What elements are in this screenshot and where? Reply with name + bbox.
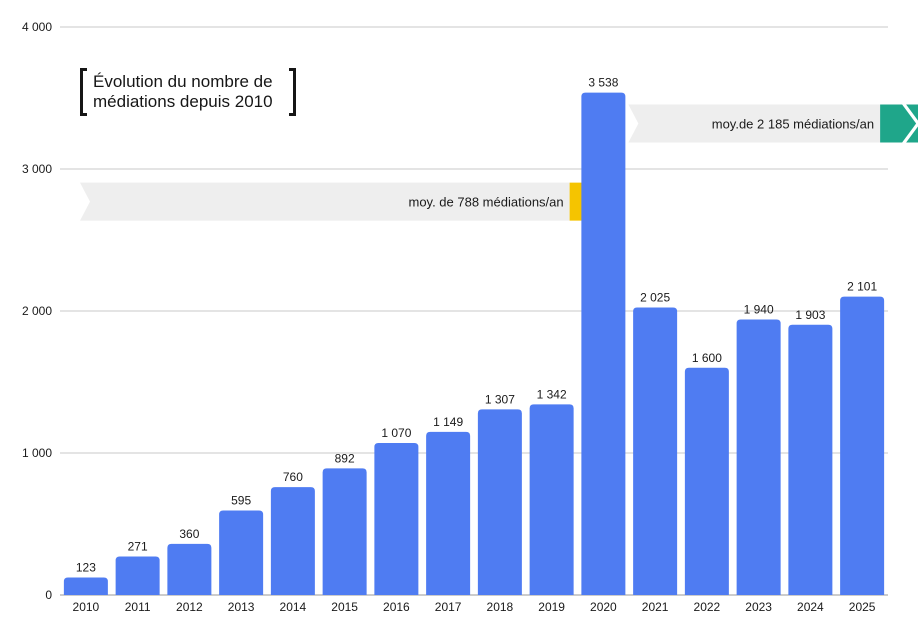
value-labels: 123 271 360 595 760 892 1 070 1 149 1 307 1 342 3 … [76,76,878,575]
x-tick-label: 2012 [176,600,203,614]
y-axis-tick-labels: 0 1 000 2 000 3 000 4 000 [22,20,52,602]
value-label: 892 [335,451,355,465]
value-label: 1 342 [537,387,567,401]
chart-title: Évolution du nombre de médiations depuis… [80,68,296,118]
average-arrow-chevron [906,104,918,143]
average-band [628,104,881,143]
bar [581,92,626,595]
chart-title-text: Évolution du nombre de médiations depuis… [93,72,273,112]
average-band [80,182,570,221]
y-tick-label: 2 000 [22,304,52,318]
bar [840,296,885,595]
average-label: moy.de 2 185 médiations/an [712,117,874,132]
title-left-bracket [80,68,87,116]
x-tick-label: 2023 [745,600,772,614]
x-tick-label: 2024 [797,600,824,614]
bar [426,431,471,595]
average-arrow-chevron [880,104,917,143]
x-tick-label: 2010 [73,600,100,614]
average-annotations: moy. de 788 médiations/an moy.de 2 185 mé… [80,104,918,221]
bar [374,443,419,595]
bar [270,487,315,595]
y-tick-label: 0 [45,588,52,602]
value-label: 271 [128,540,148,554]
average-label: moy. de 788 médiations/an [408,195,563,210]
value-label: 360 [179,527,199,541]
x-tick-label: 2025 [849,600,876,614]
x-tick-label: 2020 [590,600,617,614]
chart-title-line-2: médiations depuis 2010 [93,92,273,111]
x-tick-label: 2014 [280,600,307,614]
x-tick-label: 2021 [642,600,669,614]
x-tick-label: 2022 [694,600,721,614]
bar [736,319,781,595]
value-label: 595 [231,494,251,508]
value-label: 3 538 [588,76,618,90]
value-label: 1 307 [485,392,515,406]
bar [115,556,160,595]
value-label: 1 070 [381,426,411,440]
x-tick-label: 2013 [228,600,255,614]
bar [63,577,108,595]
x-tick-label: 2015 [331,600,358,614]
bar [219,510,264,595]
bar [322,468,367,595]
title-right-bracket [289,68,296,116]
value-label: 1 600 [692,351,722,365]
value-label: 123 [76,561,96,575]
bar [633,307,678,595]
bar [788,324,833,595]
value-label: 2 025 [640,290,670,304]
value-label: 760 [283,470,303,484]
value-label: 2 101 [847,280,877,294]
value-label: 1 940 [744,303,774,317]
x-tick-label: 2016 [383,600,410,614]
bar [477,409,522,595]
chart-title-line-1: Évolution du nombre de [93,72,273,91]
value-label: 1 903 [795,308,825,322]
x-tick-label: 2018 [487,600,514,614]
bar [529,404,574,595]
y-tick-label: 1 000 [22,446,52,460]
y-tick-label: 4 000 [22,20,52,34]
y-tick-label: 3 000 [22,162,52,176]
value-label: 1 149 [433,415,463,429]
bar [167,543,212,595]
x-axis-tick-labels: 2010 2011 2012 2013 2014 2015 2016 2017 2018 2019… [73,600,876,614]
x-tick-label: 2017 [435,600,462,614]
x-tick-label: 2019 [538,600,565,614]
x-tick-label: 2011 [125,600,151,614]
bars [63,92,885,595]
bar [684,367,729,595]
